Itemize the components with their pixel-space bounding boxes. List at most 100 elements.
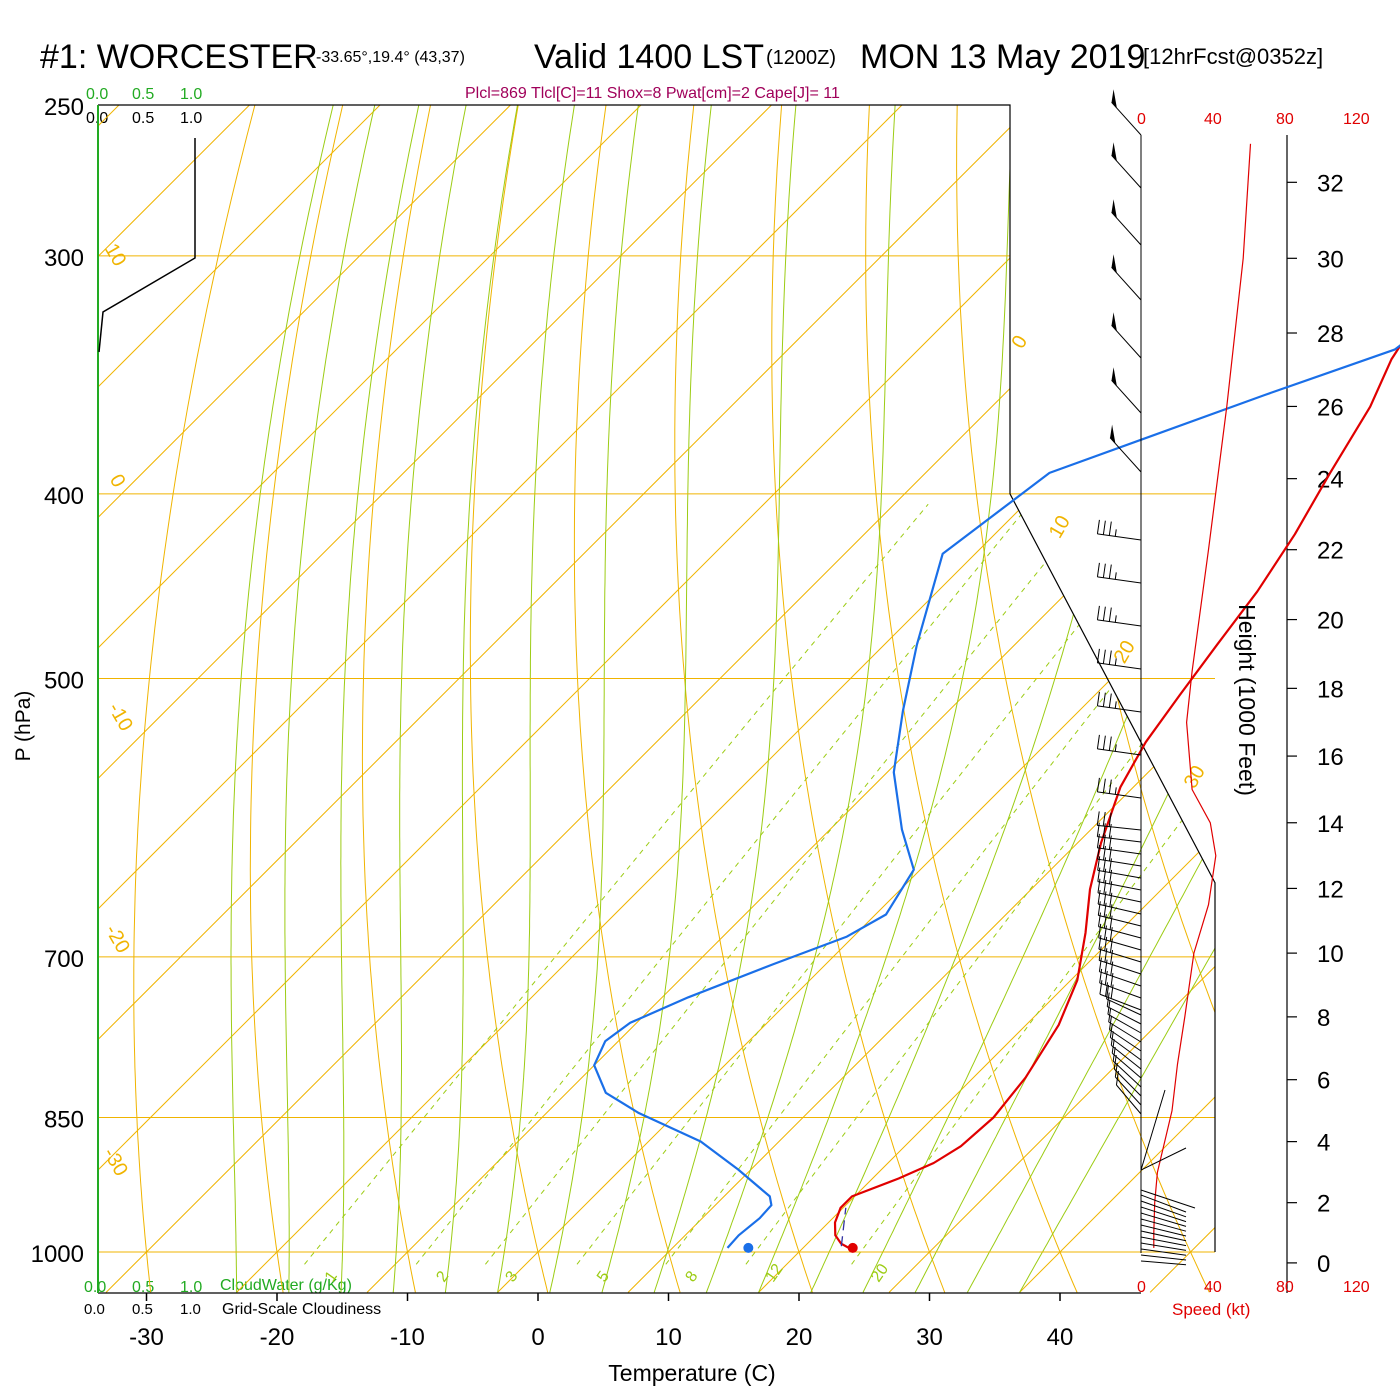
moist-adiabat-line <box>862 105 1215 1293</box>
isotherm-label: 30 <box>1180 762 1210 792</box>
isotherm-line <box>105 105 1215 1293</box>
height-tick-label: 32 <box>1317 170 1344 197</box>
isotherm-line <box>98 105 676 1293</box>
isotherm-label: 0 <box>1007 332 1032 353</box>
x-tick-label: 40 <box>1047 1324 1074 1351</box>
pressure-tick-label: 250 <box>44 94 84 121</box>
moist-adiabat-line <box>284 105 376 1293</box>
x-tick-label: 30 <box>916 1324 943 1351</box>
speed-tick-top-3: 120 <box>1343 111 1370 128</box>
isotherm-line <box>98 105 1067 1293</box>
cloudwater-scale-bottom-1: 0.5 <box>132 1279 154 1296</box>
speed-axis-label: Speed (kt) <box>1172 1300 1250 1319</box>
station-title: #1: WORCESTER <box>40 38 318 76</box>
pressure-tick-label: 700 <box>44 946 84 973</box>
dewpoint-trace <box>593 344 1400 1249</box>
cloudiness-profile <box>98 138 196 353</box>
wind-barb <box>1109 1015 1142 1052</box>
wind-barb <box>1098 946 1142 975</box>
height-axis-title: Height (1000 Feet) <box>1234 604 1260 796</box>
mixing-ratio-label: 8 <box>683 1268 702 1285</box>
moist-adiabat-line <box>340 105 420 1293</box>
isotherm-label: 10 <box>100 240 130 270</box>
mixing-ratio-line <box>665 503 1215 1265</box>
cloudwater-scale-top-1: 0.5 <box>132 86 154 103</box>
wind-barb <box>1106 992 1142 1025</box>
pressure-tick-label: 1000 <box>31 1241 84 1268</box>
height-tick-label: 10 <box>1317 941 1344 968</box>
isotherm-line <box>98 105 1198 1293</box>
wind-speed-trace <box>1153 143 1252 1248</box>
cloudiness-scale-bottom-1: 0.5 <box>132 1301 153 1318</box>
station-coords: -33.65°,19.4° (43,37) <box>316 49 465 66</box>
dry-adiabat-line <box>771 105 946 1293</box>
wind-barb <box>1111 254 1142 301</box>
cloudiness-scale-top-2: 1.0 <box>180 110 202 127</box>
wind-barb <box>1096 562 1142 584</box>
moist-adiabat-line <box>966 105 1215 1293</box>
isotherm-line <box>627 105 1215 1293</box>
isotherm-line <box>758 105 1215 1293</box>
wind-barb <box>1096 822 1142 843</box>
isotherm-label: -30 <box>98 1144 132 1180</box>
speed-tick-bottom-1: 40 <box>1204 1279 1222 1296</box>
wind-barb <box>1140 1224 1187 1237</box>
isotherm-label: -20 <box>100 921 134 957</box>
height-tick-label: 12 <box>1317 876 1344 903</box>
speed-tick-bottom-0: 0 <box>1137 1279 1146 1296</box>
moist-adiabat-line <box>497 105 575 1293</box>
x-tick-label: 20 <box>786 1324 813 1351</box>
wind-barb <box>1096 648 1142 670</box>
wind-barb <box>1140 1248 1187 1256</box>
wind-barb <box>1097 867 1142 891</box>
dry-adiabat-line <box>361 105 438 1293</box>
height-tick-label: 20 <box>1317 608 1344 635</box>
isotherm-line <box>888 105 1215 1293</box>
surface-dewpoint-marker <box>743 1242 754 1253</box>
wind-barb <box>1097 856 1142 879</box>
wind-barb <box>1110 1031 1142 1070</box>
wind-barb <box>1096 734 1142 756</box>
plot-border <box>98 104 1216 1252</box>
moist-adiabat-line <box>392 105 467 1293</box>
cloudwater-scale-top-0: 0.0 <box>86 86 108 103</box>
isotherm-line <box>366 105 1215 1293</box>
cloudwater-scale-bottom-2: 1.0 <box>180 1279 202 1296</box>
cloudiness-label: Grid-Scale Cloudiness <box>222 1301 381 1318</box>
wind-barb <box>1114 1062 1142 1106</box>
wind-barb <box>1111 1039 1142 1079</box>
wind-barb <box>1109 424 1142 473</box>
height-tick-label: 22 <box>1317 538 1344 565</box>
x-tick-label: 0 <box>531 1324 544 1351</box>
x-tick-label: -20 <box>260 1324 295 1351</box>
wind-barb <box>1140 1194 1187 1213</box>
speed-tick-bottom-3: 120 <box>1343 1279 1370 1296</box>
isotherm-line <box>98 105 415 1293</box>
height-tick-label: 6 <box>1317 1068 1330 1095</box>
moist-adiabat-line <box>601 105 712 1293</box>
wind-barb <box>1096 811 1142 831</box>
pressure-tick-label: 850 <box>44 1107 84 1134</box>
sounding-parameters: Plcl=869 Tlcl[C]=11 Shox=8 Pwat[cm]=2 Ca… <box>465 85 840 102</box>
wind-barb <box>1140 1242 1187 1251</box>
valid-date: MON 13 May 2019 <box>860 38 1145 76</box>
height-tick-label: 14 <box>1317 811 1344 838</box>
moist-adiabat-line <box>653 105 797 1293</box>
wind-barb <box>1140 1254 1187 1261</box>
wind-barb <box>1140 1089 1196 1209</box>
x-tick-label: -10 <box>390 1324 425 1351</box>
wind-barb <box>1096 519 1142 541</box>
isotherm-label: 10 <box>1045 512 1075 542</box>
dry-adiabat-line <box>249 105 352 1293</box>
isotherm-line <box>497 105 1215 1293</box>
dry-adiabat-line <box>865 105 1078 1293</box>
wind-barb <box>1111 312 1142 359</box>
height-tick-label: 18 <box>1317 676 1344 703</box>
sounding-traces <box>593 344 1400 1253</box>
height-tick-label: 28 <box>1317 321 1344 348</box>
mixing-ratio-label: 12 <box>763 1261 787 1285</box>
height-tick-label: 30 <box>1317 246 1344 273</box>
